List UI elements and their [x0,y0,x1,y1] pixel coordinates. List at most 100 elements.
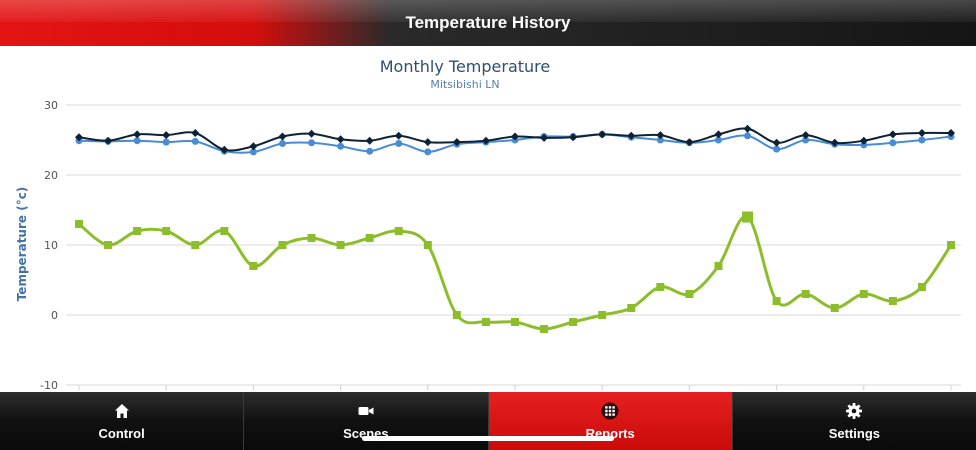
series-1-point [685,138,694,147]
series-3-line [78,215,953,331]
video-camera-icon [358,407,374,415]
series-1-point [162,131,171,140]
series-1-point [336,135,345,144]
x-tick-label: 29 [159,391,173,392]
series-1-point [917,129,926,137]
x-tick-label: 13 [595,391,609,392]
series-2-point [133,137,141,145]
series-3-point [801,290,810,298]
series-3-point [685,290,694,298]
series-2-point [337,142,345,150]
series-3-point [830,304,839,312]
tab-settings-label: Settings [828,426,881,441]
series-1-point [452,138,461,147]
series-3-point [511,318,519,326]
series-1-point [743,124,752,133]
temperature-chart: Monthly Temperature Mitsibishi LN Temper… [15,57,961,392]
series-2-point [162,138,170,146]
series-1-point [947,129,955,137]
series-1-point [278,132,287,141]
series-3-point [278,241,287,249]
y-axis-ticks: -10 0 10 20 30 [40,99,58,392]
series-3-point [104,241,113,249]
series-2-point [744,132,752,140]
series-3-point [714,262,723,270]
x-tick-label: 4 [337,391,344,392]
series-1-point [423,138,432,147]
series-1-point [511,132,519,141]
series-1-point [191,129,200,137]
page-title: Temperature History [405,13,571,32]
series-2-point [802,136,810,144]
tab-reports[interactable]: Reports [488,392,733,450]
series-3-point [249,262,258,270]
series-1-point [307,129,316,138]
series-3-point [336,241,345,249]
series-1-point [859,136,868,145]
x-tick-label: 22 [857,391,871,392]
series-3-point [540,325,549,333]
series-3-point [75,220,83,228]
series-group [75,124,955,333]
series-3-point [742,211,754,223]
home-icon [114,404,129,418]
y-tick-label: -10 [40,379,58,392]
x-tick-label: 16 [682,391,696,392]
series-1-point [772,138,781,147]
series-3-point [627,304,636,312]
x-tick-label: 10 [508,391,522,392]
series-1-point [569,133,578,142]
tab-control[interactable]: Control [0,392,245,450]
series-1-point [714,130,723,139]
x-tick-label: 26 [72,391,86,392]
series-2-point [773,145,781,153]
x-tick-label: 7 [424,391,431,392]
series-1-point [133,130,142,139]
series-1-point [627,131,636,140]
series-1-point [656,131,665,140]
tab-scenes[interactable]: Scenes [244,392,489,450]
series-2-point [714,136,722,144]
series-2-point [249,148,257,156]
series-2-point [918,136,926,144]
series-3-point [859,290,868,298]
home-indicator [362,436,614,441]
series-1-point [75,133,83,142]
y-tick-label: 10 [44,239,58,252]
y-tick-label: 0 [51,309,58,322]
series-3-point [162,227,171,235]
grid-icon [601,402,619,420]
series-1-point [220,145,229,154]
series-1-point [394,131,403,140]
series-3-point [569,318,578,326]
series-3-point [307,234,316,242]
series-3-point [947,241,955,249]
x-axis-ticks: 26 29 1 4 7 10 13 16 19 22 25 [72,385,958,392]
series-2-point [889,139,897,147]
series-3-point [917,283,926,291]
series-3-point [772,297,781,305]
series-1-point [598,130,607,139]
series-3-point [888,297,897,305]
series-1-point [801,131,810,140]
series-1-point [540,133,549,142]
gear-icon [846,403,863,419]
gridlines [66,104,961,386]
series-3-point [133,227,142,235]
series-1-point [104,136,113,145]
series-3-point [481,318,490,326]
series-3-point [191,241,200,249]
tab-control-label: Control [98,426,145,441]
y-axis-label: Temperature (°c) [15,187,29,302]
series-3-point [452,311,461,319]
series-1-point [249,142,258,151]
y-tick-label: 20 [44,169,58,182]
series-2-point [308,139,316,147]
app-header: Temperature History [0,0,976,46]
series-3-point [423,241,432,249]
series-2-point [656,136,664,144]
tab-settings[interactable]: Settings [733,392,976,450]
series-2-point [366,147,374,155]
chart-title: Monthly Temperature [380,57,551,76]
series-3-point [598,311,607,319]
